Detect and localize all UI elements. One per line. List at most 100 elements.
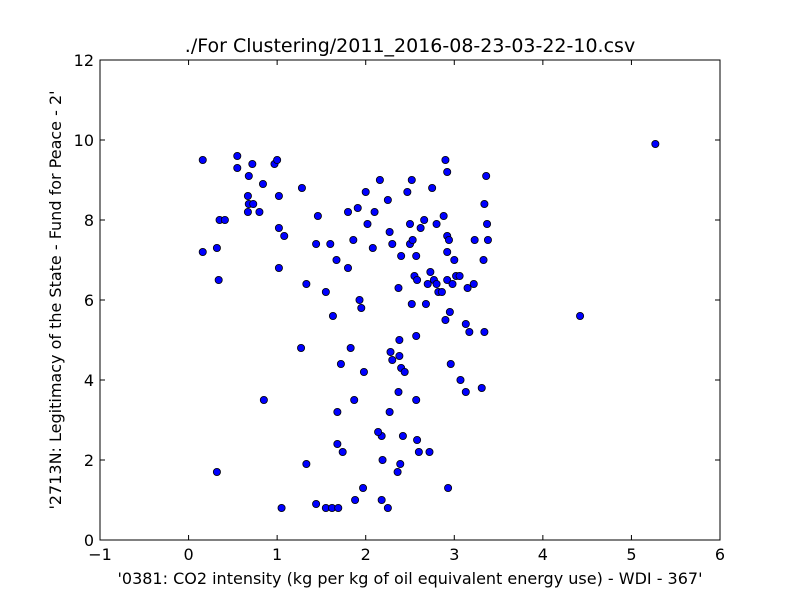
data-point [403, 187, 412, 196]
data-point [350, 395, 359, 404]
data-point [336, 359, 345, 368]
y-tick-label: 8 [84, 211, 94, 230]
data-point [297, 343, 306, 352]
data-point [313, 211, 322, 220]
data-point [333, 407, 342, 416]
data-point [441, 155, 450, 164]
data-point [255, 207, 264, 216]
data-point [214, 275, 223, 284]
data-point [383, 195, 392, 204]
data-point [651, 139, 660, 148]
data-point [220, 215, 229, 224]
data-point [448, 279, 457, 288]
data-point [443, 247, 452, 256]
data-point [334, 503, 343, 512]
data-point [425, 447, 434, 456]
data-point [249, 199, 258, 208]
data-point [233, 151, 242, 160]
data-point [383, 503, 392, 512]
data-point [445, 307, 454, 316]
data-point [463, 283, 472, 292]
data-point [400, 367, 409, 376]
data-point [450, 255, 459, 264]
data-point [407, 299, 416, 308]
x-tick-label: 3 [449, 545, 459, 564]
data-point [414, 447, 423, 456]
data-point [343, 263, 352, 272]
points-layer [198, 139, 660, 512]
data-point [343, 207, 352, 216]
data-point [446, 359, 455, 368]
data-point [370, 207, 379, 216]
data-point [212, 467, 221, 476]
data-point [461, 387, 470, 396]
y-axis-label: '2713N: Legitimacy of the State - Fund f… [46, 90, 65, 509]
data-point [368, 243, 377, 252]
data-point [274, 223, 283, 232]
data-point [396, 459, 405, 468]
data-point [408, 235, 417, 244]
data-point [455, 271, 464, 280]
data-point [248, 159, 257, 168]
data-point [405, 219, 414, 228]
y-tick-label: 0 [84, 531, 94, 550]
data-point [407, 175, 416, 184]
x-tick-label: 0 [183, 545, 193, 564]
data-point [443, 275, 452, 284]
data-point [439, 211, 448, 220]
y-tick-label: 10 [74, 131, 94, 150]
data-point [388, 355, 397, 364]
data-point [198, 155, 207, 164]
x-tick-label: 2 [361, 545, 371, 564]
data-point [412, 331, 421, 340]
data-point [426, 267, 435, 276]
x-tick-label: 5 [626, 545, 636, 564]
data-point [444, 235, 453, 244]
data-point [277, 503, 286, 512]
data-point [420, 215, 429, 224]
y-tick-label: 12 [74, 51, 94, 70]
data-point [338, 447, 347, 456]
y-tick-label: 6 [84, 291, 94, 310]
data-point [416, 223, 425, 232]
data-point [198, 247, 207, 256]
data-point [394, 283, 403, 292]
data-point [469, 279, 478, 288]
data-point [432, 219, 441, 228]
data-point [377, 495, 386, 504]
data-point [443, 167, 452, 176]
data-point [482, 171, 491, 180]
data-point [363, 219, 372, 228]
x-tick-label: 6 [715, 545, 725, 564]
data-point [346, 343, 355, 352]
data-point [273, 155, 282, 164]
data-point [385, 407, 394, 416]
data-point [351, 495, 360, 504]
data-point [388, 239, 397, 248]
data-point [461, 319, 470, 328]
data-point [243, 207, 252, 216]
data-point [274, 191, 283, 200]
data-point [412, 395, 421, 404]
data-point [480, 199, 489, 208]
data-point [378, 455, 387, 464]
data-point [413, 435, 422, 444]
data-point [333, 439, 342, 448]
data-point [470, 235, 479, 244]
data-point [328, 311, 337, 320]
data-point [332, 255, 341, 264]
x-tick-label: 4 [538, 545, 548, 564]
data-point [412, 251, 421, 260]
data-point [385, 227, 394, 236]
data-point [243, 191, 252, 200]
data-point [274, 263, 283, 272]
data-point [321, 287, 330, 296]
x-tick-label: −1 [88, 545, 112, 564]
data-point [456, 375, 465, 384]
data-point [302, 459, 311, 468]
data-point [398, 431, 407, 440]
x-tick-label: 1 [272, 545, 282, 564]
data-point [375, 175, 384, 184]
